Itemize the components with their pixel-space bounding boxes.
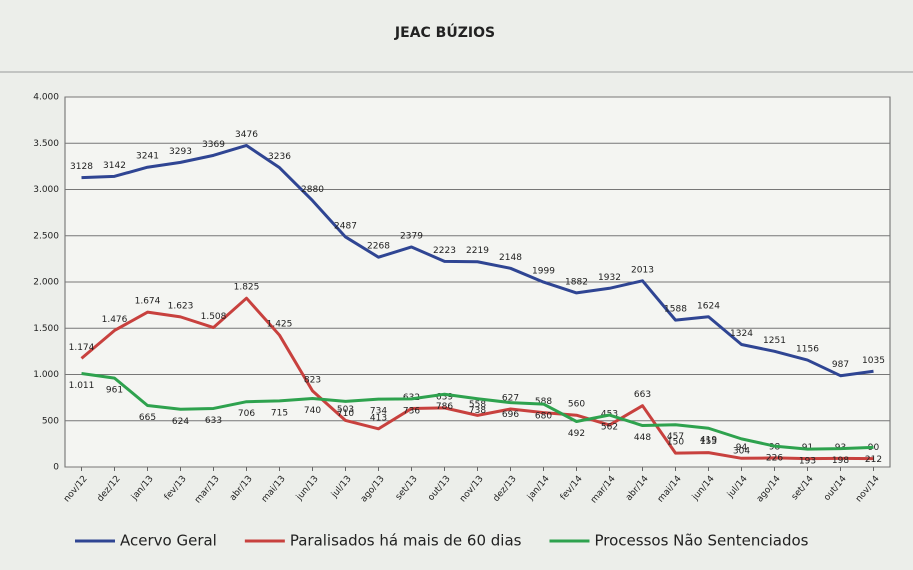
data-label: 1.825 [234,283,260,293]
chart-title: JEAC BÚZIOS [394,23,495,41]
data-label: 1.623 [168,301,194,311]
data-label: 413 [370,413,387,423]
data-label: 448 [634,433,651,443]
data-label: 633 [205,416,222,426]
legend-label: Acervo Geral [120,532,217,550]
data-label: 2487 [334,221,357,231]
data-label: 2379 [400,231,423,241]
data-label: 2013 [631,265,654,275]
series-line [81,143,874,378]
data-label: 2223 [433,246,456,256]
data-label: 3241 [136,152,159,162]
data-label: 706 [238,409,255,419]
data-label: 457 [667,432,684,442]
data-label: 419 [700,436,717,446]
data-label: 3142 [103,161,126,171]
data-label: 1324 [730,329,753,339]
y-tick-label: 3.500 [33,139,59,149]
legend-label: Processos Não Sentenciados [594,532,808,550]
data-label: 558 [469,400,486,410]
data-label: 823 [304,375,321,385]
data-label: 562 [601,423,618,433]
data-label: 1.508 [201,312,227,322]
data-label: 1624 [697,301,720,311]
data-label: 155 [700,437,717,447]
data-label: 1882 [565,277,588,287]
data-label: 665 [139,413,156,423]
data-label: 734 [370,407,387,417]
data-label: 740 [304,406,321,416]
data-label: 193 [799,457,816,467]
data-label: 1932 [598,273,621,283]
data-label: 1999 [532,267,555,277]
data-label: 627 [502,394,519,404]
data-label: 1251 [763,336,786,346]
data-label: 1156 [796,345,819,355]
y-tick-label: 1.500 [33,324,59,334]
data-label: 2219 [466,246,489,256]
data-label: 715 [271,408,288,418]
data-label: 3236 [268,152,291,162]
data-label: 2148 [499,253,522,263]
data-label: 1588 [664,305,687,315]
data-label: 226 [766,454,783,464]
data-label: 503 [337,405,354,415]
data-label: 1.476 [102,315,128,325]
data-label: 3369 [202,140,225,150]
data-label: 696 [502,410,519,420]
data-label: 1.425 [267,320,293,330]
data-label: 3128 [70,162,93,172]
data-label: 624 [172,417,189,427]
data-label: 94 [736,443,748,453]
data-label: 736 [403,406,420,416]
series-line [81,371,874,451]
data-label: 738 [469,406,486,416]
data-label: 90 [868,443,880,453]
data-label: 212 [865,455,882,465]
data-label: 710 [337,409,354,419]
data-label: 1.174 [69,343,95,353]
y-tick-label: 0 [53,463,59,473]
data-label: 3293 [169,147,192,157]
data-label: 560 [568,400,585,410]
data-label: 3476 [235,130,258,140]
data-label: 1.011 [69,381,95,391]
data-label: 304 [733,446,750,456]
legend-label: Paralisados há mais de 60 dias [290,532,522,550]
data-label: 786 [436,402,453,412]
data-label: 1035 [862,356,885,366]
y-tick-label: 2.000 [33,278,59,288]
y-tick-label: 3.000 [33,185,59,195]
y-tick-label: 1.000 [33,370,59,380]
y-tick-label: 2.500 [33,231,59,241]
data-label: 961 [106,386,123,396]
data-label: 639 [436,392,453,402]
data-label: 680 [535,412,552,422]
data-label: 987 [832,360,849,370]
data-label: 588 [535,397,552,407]
y-tick-label: 500 [42,416,59,426]
series-line [80,296,874,461]
data-label: 492 [568,429,585,439]
y-tick-label: 4.000 [33,93,59,103]
data-label: 198 [832,456,849,466]
data-label: 663 [634,390,651,400]
data-label: 150 [667,438,684,448]
data-label: 1.674 [135,297,161,307]
data-label: 2268 [367,242,390,252]
data-label: 2880 [301,185,324,195]
